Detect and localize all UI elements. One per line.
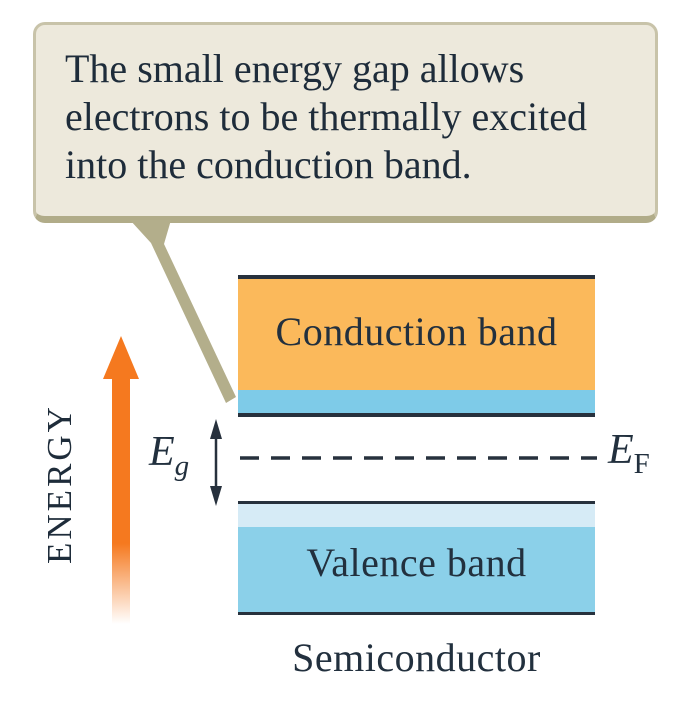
valence-band-label: Valence band bbox=[306, 539, 527, 585]
fermi-energy-symbol: E bbox=[608, 427, 634, 473]
energy-gap-arrow-icon bbox=[210, 419, 222, 506]
valence-band: Valence band bbox=[238, 501, 595, 615]
conduction-band-label: Conduction band bbox=[275, 308, 558, 354]
conduction-band: Conduction band bbox=[238, 275, 595, 417]
fermi-energy-subscript: F bbox=[633, 448, 650, 480]
energy-axis-label: ENERGY bbox=[40, 404, 79, 564]
energy-up-arrow-icon bbox=[103, 336, 139, 624]
callout-text-line: The small energy gap allows bbox=[65, 46, 525, 91]
callout-text-line: electrons to be thermally excited bbox=[65, 94, 588, 139]
gap-energy-symbol: E bbox=[149, 429, 175, 475]
callout-text-line: into the conduction band. bbox=[65, 142, 472, 187]
callout-bubble: The small energy gap allows electrons to… bbox=[33, 22, 658, 223]
gap-energy-subscript: g bbox=[174, 450, 190, 482]
callout-tail-icon bbox=[130, 220, 236, 403]
diagram-caption: Semiconductor bbox=[292, 635, 541, 680]
gap-energy-label: Eg bbox=[149, 428, 189, 481]
fermi-energy-label: EF bbox=[608, 426, 650, 479]
